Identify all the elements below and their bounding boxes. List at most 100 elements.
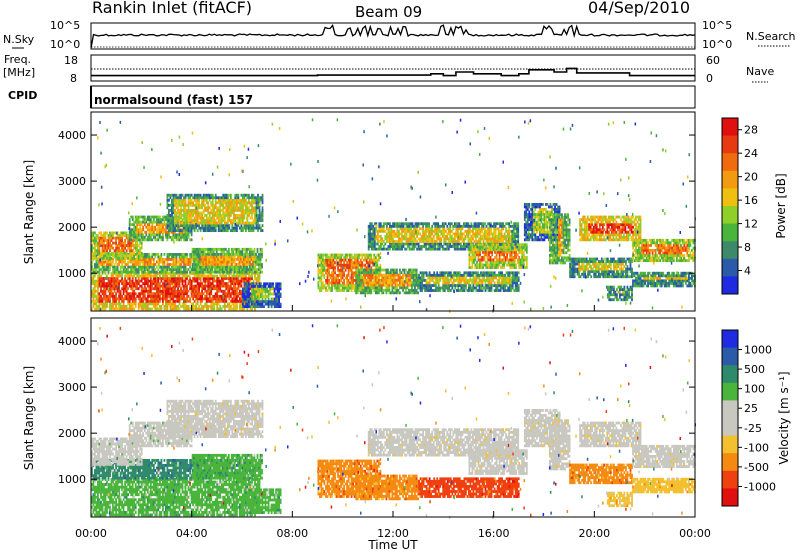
power-cell	[190, 302, 193, 306]
power-cell	[143, 268, 146, 272]
power-cell	[219, 289, 222, 293]
power-cell	[178, 289, 181, 293]
power-cell	[261, 270, 263, 274]
power-cell	[217, 268, 220, 272]
power-cell	[162, 289, 164, 293]
power-cell	[154, 287, 157, 291]
power-cell	[187, 268, 190, 272]
power-cell	[224, 253, 227, 256]
power-cell	[340, 279, 343, 282]
power-cell	[196, 265, 199, 269]
power-cell	[165, 292, 167, 296]
power-cell	[112, 234, 114, 237]
power-cell	[112, 287, 114, 291]
power-cell	[251, 274, 253, 278]
power-cell	[205, 214, 208, 217]
power-cell	[162, 233, 164, 237]
noise-trace	[90, 24, 696, 49]
power-cell	[154, 297, 157, 301]
power-cell	[98, 282, 101, 286]
power-cell	[133, 223, 136, 227]
freq-label-line1: Freq.	[4, 53, 31, 66]
power-cell	[399, 291, 401, 295]
power-cell	[94, 284, 96, 288]
power-cell	[106, 299, 108, 303]
power-cell	[159, 287, 161, 291]
power-cell	[169, 292, 172, 296]
power-cell	[243, 263, 245, 266]
power-cell	[240, 297, 243, 301]
power-cell	[219, 224, 222, 228]
power-cell	[208, 305, 211, 308]
power-cell	[228, 305, 231, 308]
power-cell	[157, 268, 160, 272]
power-cell	[104, 294, 107, 298]
power-cell	[124, 307, 127, 311]
power-cell	[205, 292, 208, 296]
power-cell	[101, 279, 104, 283]
power-cell	[317, 261, 320, 265]
power-cell	[196, 307, 199, 311]
power-cell	[184, 270, 187, 274]
power-cell	[140, 268, 143, 272]
power-cell	[184, 287, 187, 291]
power-cell	[369, 240, 372, 243]
power-cell	[199, 284, 202, 288]
power-cell	[190, 270, 193, 274]
power-cell	[127, 244, 130, 248]
power-cell	[116, 270, 119, 274]
power-cell	[227, 250, 230, 254]
power-cell	[257, 274, 259, 278]
power-cell	[183, 305, 185, 308]
power-cell	[229, 307, 232, 311]
power-cell	[101, 282, 104, 286]
power-cell	[210, 277, 213, 280]
power-cell	[152, 274, 155, 278]
power-cell	[149, 270, 152, 274]
power-cell	[368, 288, 371, 292]
power-cell	[136, 287, 139, 291]
power-cell	[175, 214, 178, 217]
power-cell	[190, 255, 193, 259]
power-cell	[115, 265, 118, 269]
power-cell	[222, 305, 225, 308]
power-cell	[229, 196, 232, 200]
frequency-panel-frame	[90, 54, 696, 82]
power-cell	[180, 287, 182, 291]
power-cell	[106, 231, 108, 235]
power-cell	[279, 292, 282, 296]
power-cell	[343, 273, 346, 277]
power-cell	[210, 274, 213, 278]
power-cell	[190, 282, 193, 286]
power-cell	[201, 307, 204, 311]
power-cell	[181, 289, 184, 293]
power-cell	[165, 294, 167, 298]
power-cell	[204, 214, 207, 217]
power-cell	[338, 271, 341, 275]
power-cell	[207, 307, 210, 311]
power-cell	[222, 209, 225, 212]
power-cell	[157, 284, 160, 288]
power-cell	[130, 282, 133, 286]
power-cell	[157, 220, 160, 224]
power-cell	[232, 287, 235, 291]
power-cell	[205, 297, 208, 301]
power-cell	[338, 256, 341, 260]
power-cell	[163, 292, 166, 296]
power-cell	[249, 221, 252, 225]
power-cell	[207, 209, 210, 212]
power-cell	[95, 284, 98, 288]
noise-trace-line	[90, 24, 696, 49]
power-cell	[361, 261, 364, 265]
power-cell	[243, 284, 246, 288]
power-cell	[171, 263, 173, 266]
power-cell	[254, 295, 256, 298]
power-cell	[198, 224, 201, 228]
power-cell	[205, 279, 208, 283]
power-cell	[177, 294, 179, 298]
power-cell	[104, 284, 107, 288]
power-cell	[207, 253, 210, 256]
power-cell	[174, 209, 176, 212]
power-cell	[140, 251, 143, 255]
power-cell	[128, 279, 131, 283]
